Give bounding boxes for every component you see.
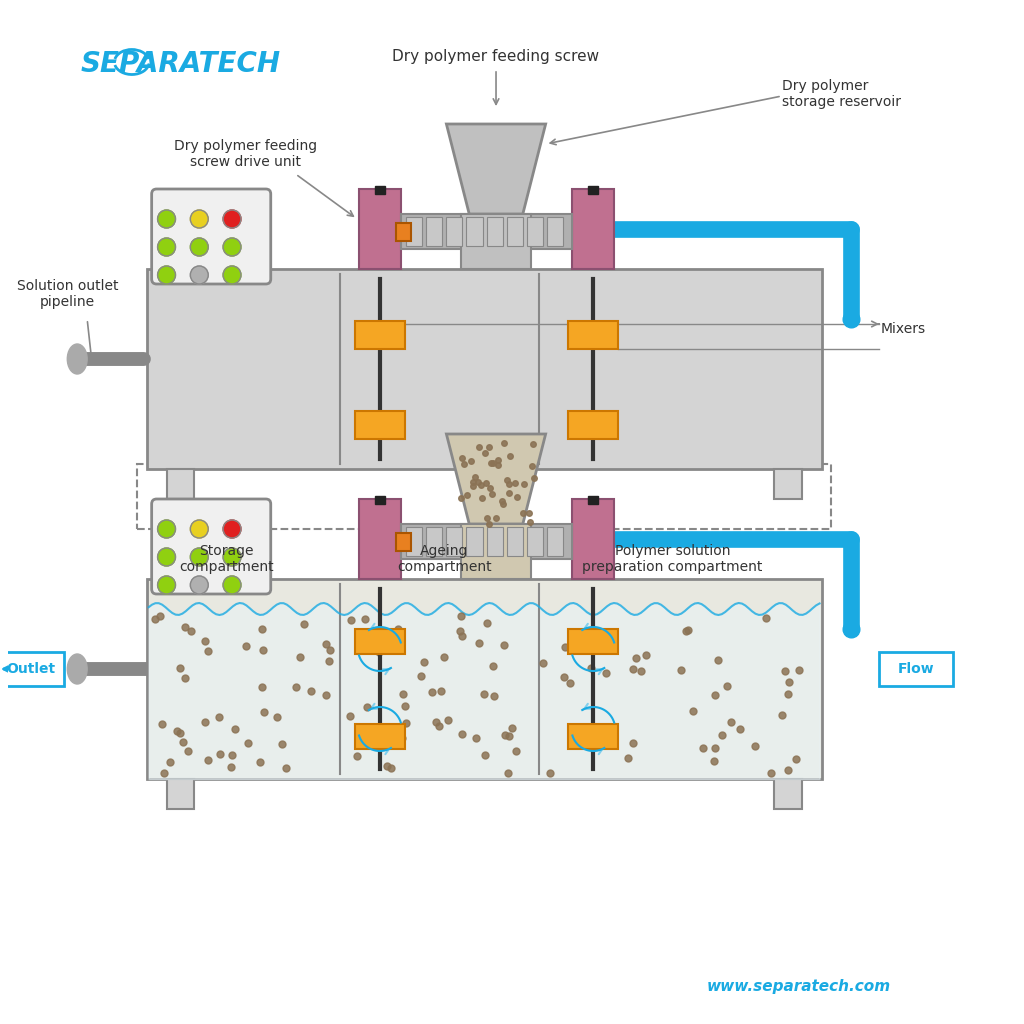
Text: Polymer solution
preparation compartment: Polymer solution preparation compartment (583, 544, 763, 574)
FancyBboxPatch shape (406, 527, 422, 556)
FancyBboxPatch shape (359, 499, 400, 579)
FancyBboxPatch shape (426, 527, 442, 556)
Circle shape (223, 238, 241, 256)
Text: SEPARATECH: SEPARATECH (80, 50, 281, 78)
Text: Dry polymer
storage reservoir: Dry polymer storage reservoir (782, 79, 901, 110)
FancyBboxPatch shape (396, 534, 411, 551)
Circle shape (223, 520, 241, 538)
FancyBboxPatch shape (547, 527, 563, 556)
FancyBboxPatch shape (507, 527, 523, 556)
Circle shape (190, 210, 208, 228)
FancyBboxPatch shape (167, 779, 195, 809)
Text: Ageing
compartment: Ageing compartment (397, 544, 492, 574)
FancyBboxPatch shape (466, 217, 482, 246)
Circle shape (190, 266, 208, 284)
FancyBboxPatch shape (527, 527, 543, 556)
FancyBboxPatch shape (568, 724, 618, 749)
FancyBboxPatch shape (355, 629, 404, 654)
FancyBboxPatch shape (152, 189, 270, 284)
FancyBboxPatch shape (461, 214, 530, 269)
FancyBboxPatch shape (774, 779, 802, 809)
Circle shape (190, 520, 208, 538)
Circle shape (223, 266, 241, 284)
Text: Outlet: Outlet (6, 662, 55, 676)
FancyBboxPatch shape (568, 321, 618, 349)
FancyBboxPatch shape (466, 527, 482, 556)
Circle shape (223, 575, 241, 594)
FancyBboxPatch shape (589, 496, 598, 504)
Circle shape (158, 548, 175, 566)
Circle shape (158, 238, 175, 256)
FancyBboxPatch shape (527, 217, 543, 246)
Circle shape (190, 548, 208, 566)
FancyBboxPatch shape (446, 527, 462, 556)
Text: Solution outlet
pipeline: Solution outlet pipeline (16, 279, 118, 309)
Polygon shape (446, 124, 546, 214)
FancyBboxPatch shape (355, 411, 404, 439)
Circle shape (190, 238, 208, 256)
FancyBboxPatch shape (375, 186, 385, 194)
FancyBboxPatch shape (446, 217, 462, 246)
Circle shape (158, 266, 175, 284)
FancyBboxPatch shape (572, 189, 614, 269)
Text: Dry polymer feeding
screw drive unit: Dry polymer feeding screw drive unit (174, 139, 317, 169)
FancyBboxPatch shape (568, 629, 618, 654)
Text: Mixers: Mixers (881, 322, 927, 336)
FancyBboxPatch shape (406, 217, 422, 246)
Text: Dry polymer feeding screw: Dry polymer feeding screw (392, 49, 600, 63)
FancyBboxPatch shape (589, 186, 598, 194)
FancyBboxPatch shape (0, 652, 65, 686)
Ellipse shape (68, 654, 87, 684)
FancyBboxPatch shape (774, 469, 802, 499)
Circle shape (158, 210, 175, 228)
FancyBboxPatch shape (461, 524, 530, 579)
FancyBboxPatch shape (355, 724, 404, 749)
Ellipse shape (68, 344, 87, 374)
Circle shape (223, 548, 241, 566)
FancyBboxPatch shape (547, 217, 563, 246)
FancyBboxPatch shape (375, 496, 385, 504)
FancyBboxPatch shape (568, 411, 618, 439)
FancyBboxPatch shape (167, 469, 195, 499)
Circle shape (190, 575, 208, 594)
FancyBboxPatch shape (146, 579, 821, 779)
FancyBboxPatch shape (152, 499, 270, 594)
Text: www.separatech.com: www.separatech.com (707, 979, 891, 994)
FancyBboxPatch shape (880, 652, 952, 686)
Text: Flow: Flow (897, 662, 934, 676)
FancyBboxPatch shape (486, 527, 503, 556)
FancyBboxPatch shape (400, 214, 572, 249)
FancyBboxPatch shape (396, 223, 411, 241)
FancyBboxPatch shape (507, 217, 523, 246)
FancyBboxPatch shape (572, 499, 614, 579)
FancyBboxPatch shape (146, 269, 821, 469)
FancyBboxPatch shape (355, 321, 404, 349)
FancyBboxPatch shape (359, 189, 400, 269)
FancyBboxPatch shape (426, 217, 442, 246)
FancyBboxPatch shape (400, 524, 572, 559)
Circle shape (158, 575, 175, 594)
Polygon shape (446, 434, 546, 524)
Circle shape (158, 520, 175, 538)
Circle shape (223, 210, 241, 228)
Text: Storage
compartment: Storage compartment (179, 544, 273, 574)
FancyBboxPatch shape (486, 217, 503, 246)
